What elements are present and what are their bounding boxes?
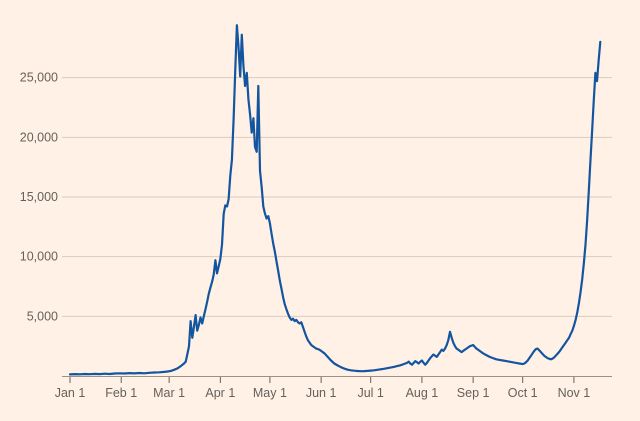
x-axis-label: Mar 1 — [153, 386, 185, 400]
data-line-series — [68, 24, 602, 376]
y-axis-label: 5,000 — [27, 309, 58, 323]
x-axis-label: Jan 1 — [55, 386, 86, 400]
x-axis-label: Oct 1 — [508, 386, 538, 400]
y-axis-label: 15,000 — [20, 190, 58, 204]
x-axis-label: Feb 1 — [105, 386, 137, 400]
x-axis-label: Jun 1 — [306, 386, 337, 400]
x-axis-label: May 1 — [253, 386, 287, 400]
y-axis-label: 20,000 — [20, 130, 58, 144]
x-axis-label: Jul 1 — [357, 386, 383, 400]
x-axis-label: Nov 1 — [558, 386, 591, 400]
y-axis-label: 10,000 — [20, 250, 58, 264]
x-axis-label: Aug 1 — [406, 386, 439, 400]
x-axis-label: Sep 1 — [457, 386, 490, 400]
x-axis-label: Apr 1 — [205, 386, 235, 400]
y-axis-label: 25,000 — [20, 71, 58, 85]
